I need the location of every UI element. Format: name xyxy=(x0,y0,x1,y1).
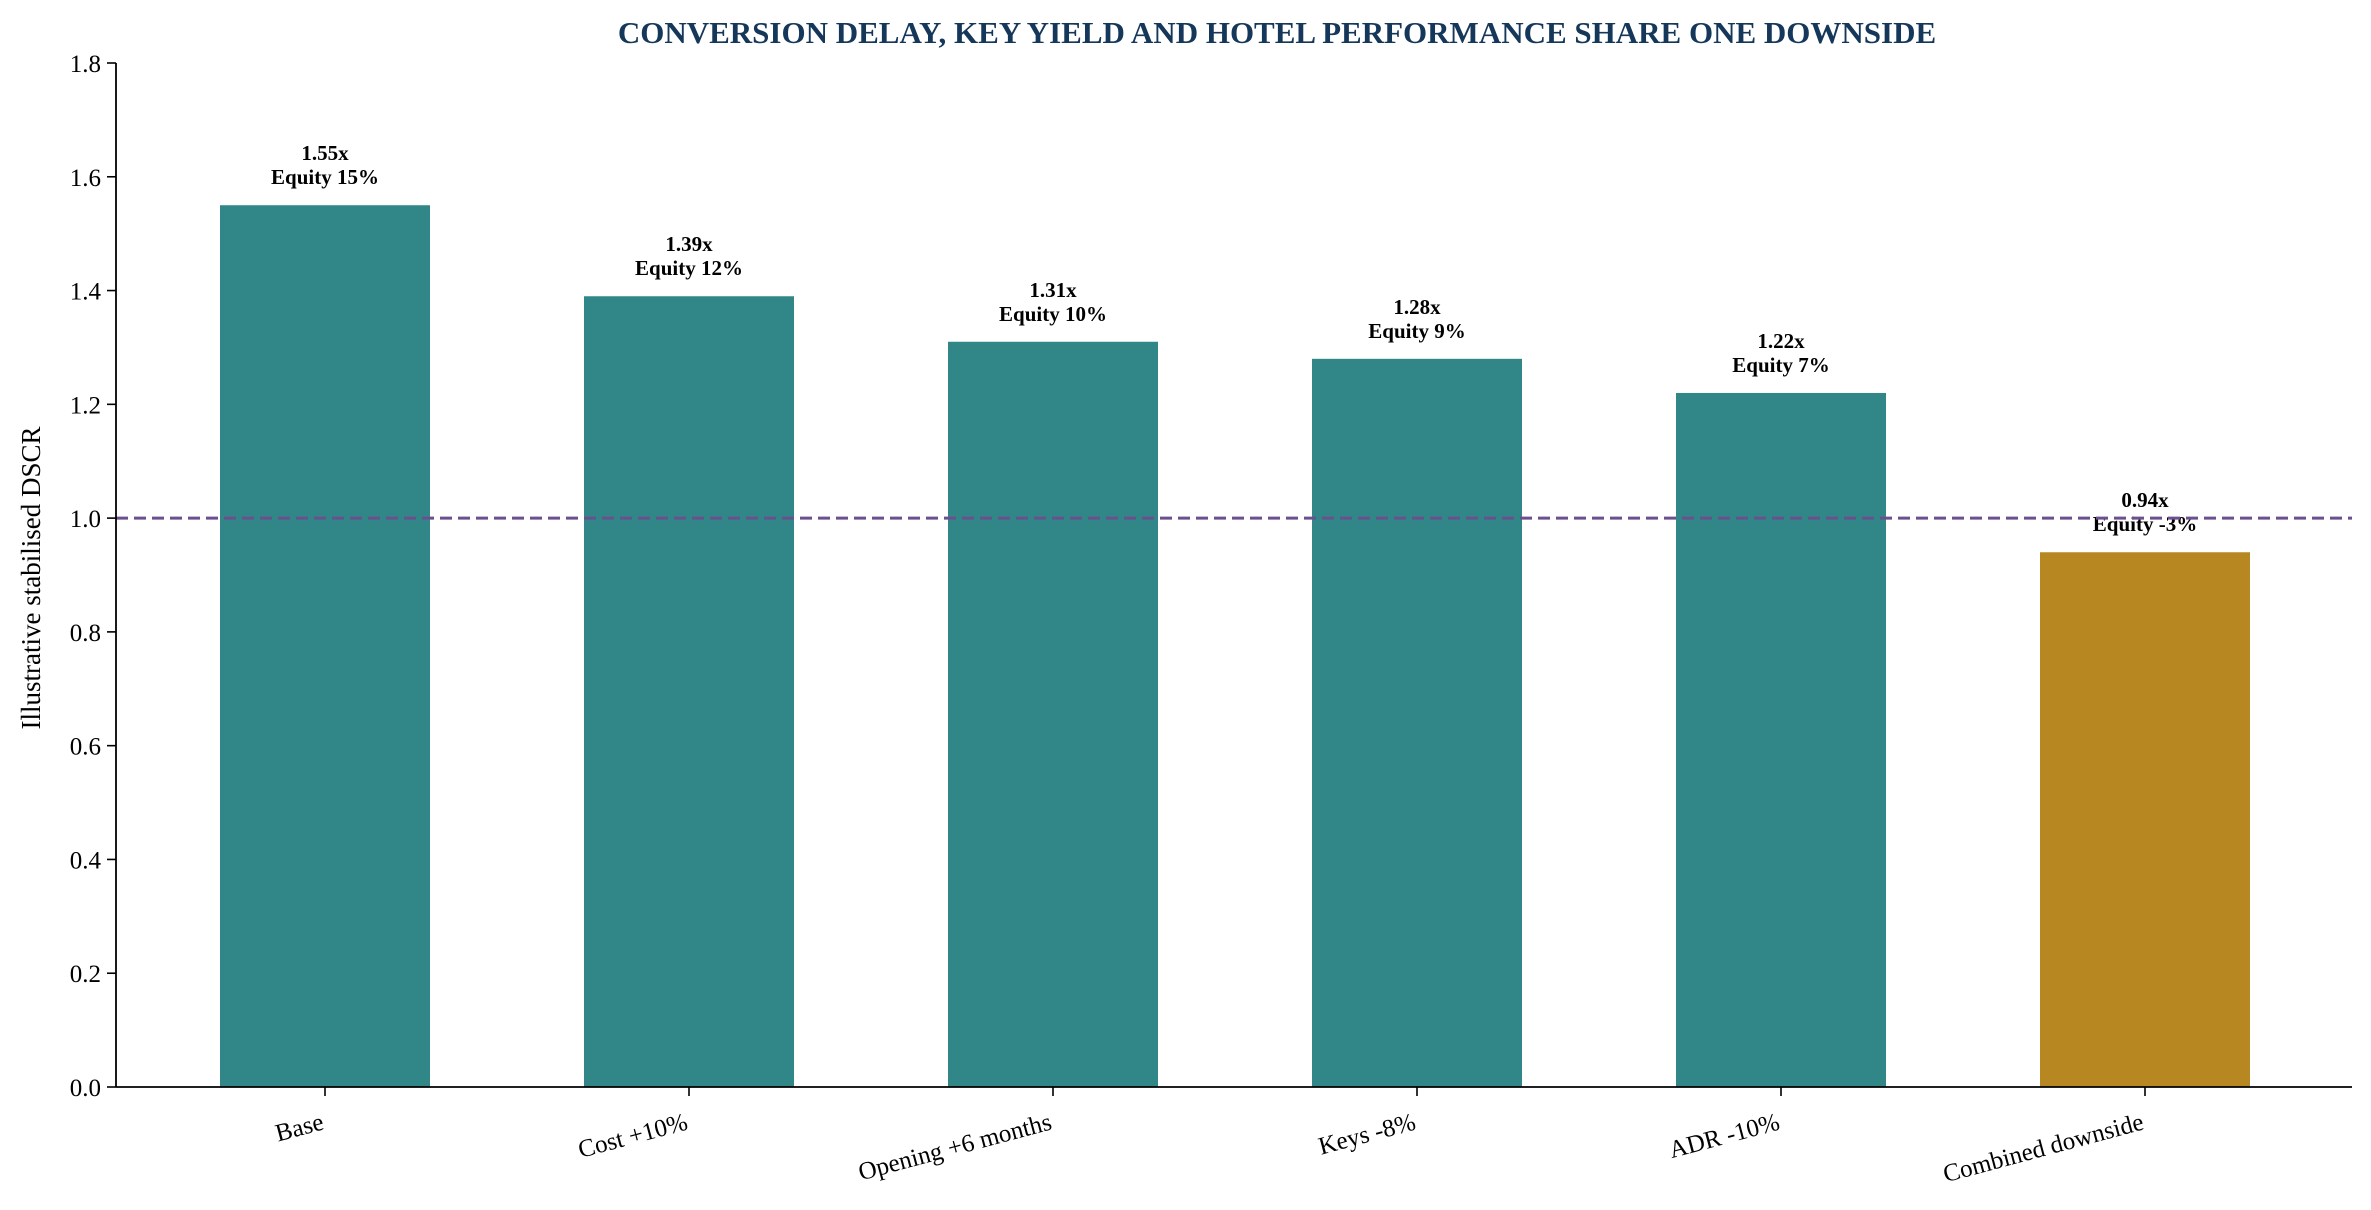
x-tick-label: Base xyxy=(273,1109,327,1148)
bar-equity-label: Equity 12% xyxy=(635,256,743,280)
y-tick-label: 0.6 xyxy=(70,734,101,761)
bar-keys-8 xyxy=(1312,358,1522,1087)
bar-combined-downside xyxy=(2040,552,2250,1087)
bar-base xyxy=(220,205,430,1087)
y-axis-label: Illustrative stabilised DSCR xyxy=(16,427,46,730)
y-tick-label: 0.0 xyxy=(70,1075,101,1102)
bar-equity-label: Equity -3% xyxy=(2093,512,2197,536)
x-tick-label: Cost +10% xyxy=(575,1109,690,1164)
y-tick-label: 0.2 xyxy=(70,961,101,988)
bar-value-label: 0.94x xyxy=(2121,488,2169,512)
y-tick-label: 0.4 xyxy=(70,847,102,874)
bar-value-label: 1.28x xyxy=(1393,295,1441,319)
bar-equity-label: Equity 9% xyxy=(1368,319,1465,343)
bar-adr-10 xyxy=(1676,392,1886,1087)
bar-cost-10 xyxy=(584,296,794,1087)
bar-value-label: 1.55x xyxy=(301,141,349,165)
bar-equity-label: Equity 7% xyxy=(1732,353,1829,377)
x-tick-label: Combined downside xyxy=(1940,1109,2146,1188)
y-tick-label: 0.8 xyxy=(70,620,101,647)
bar-equity-label: Equity 15% xyxy=(271,165,379,189)
bar-value-label: 1.39x xyxy=(665,232,713,256)
chart-title: CONVERSION DELAY, KEY YIELD AND HOTEL PE… xyxy=(618,15,1936,50)
y-tick-label: 1.8 xyxy=(70,51,101,78)
y-tick-label: 1.0 xyxy=(70,506,101,533)
x-tick-label: ADR -10% xyxy=(1666,1109,1782,1164)
x-tick-label: Opening +6 months xyxy=(856,1109,1055,1187)
y-tick-label: 1.4 xyxy=(70,279,102,306)
bar-opening-6-months xyxy=(948,341,1158,1087)
y-tick-label: 1.2 xyxy=(70,392,101,419)
x-tick-label: Keys -8% xyxy=(1316,1109,1419,1161)
bar-equity-label: Equity 10% xyxy=(999,302,1107,326)
y-tick-label: 1.6 xyxy=(70,165,101,192)
bar-value-label: 1.22x xyxy=(1757,329,1805,353)
bar-value-label: 1.31x xyxy=(1029,278,1077,302)
